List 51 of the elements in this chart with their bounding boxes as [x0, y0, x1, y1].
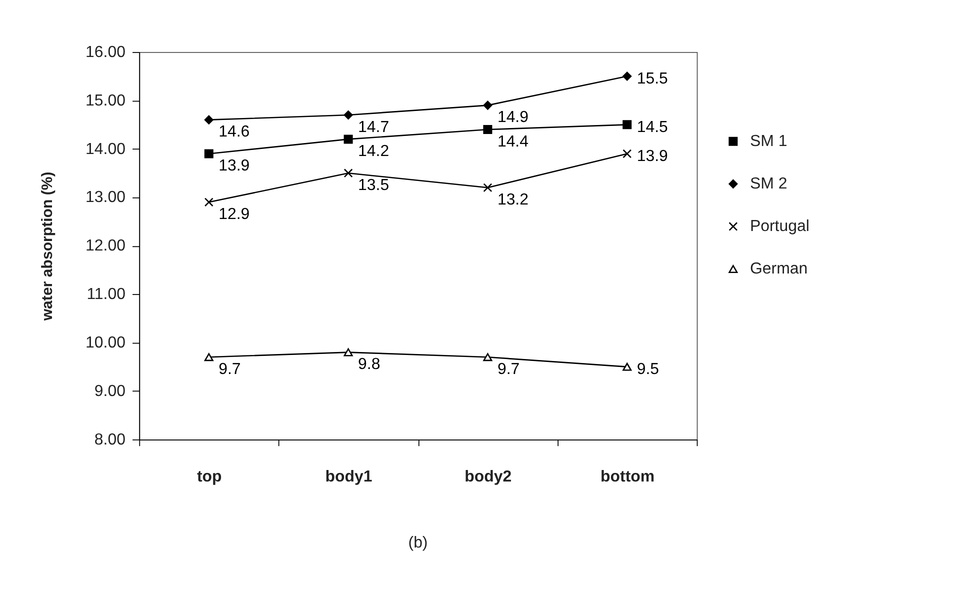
y-tick-label: 13.00 [86, 189, 126, 206]
data-label: 9.8 [358, 356, 380, 374]
data-label: 13.9 [636, 148, 668, 165]
data-label: 9.7 [497, 360, 520, 378]
point [344, 348, 353, 356]
y-tick-label: 10.00 [86, 334, 126, 352]
point [344, 110, 353, 120]
data-label: 13.5 [358, 176, 390, 194]
x-tick-label: top [196, 468, 222, 486]
text: (b) [408, 534, 428, 552]
point [622, 120, 632, 130]
y-tick-label: 9.00 [94, 382, 126, 400]
point [204, 149, 214, 158]
data-label: 14.5 [636, 118, 668, 136]
y-tick-label: 12.00 [86, 238, 126, 255]
point [344, 168, 353, 178]
point [483, 353, 492, 362]
y-tick-label: 16.00 [86, 44, 126, 61]
point [344, 134, 353, 144]
legend-label: Portugal [750, 218, 810, 235]
data-label: 14.2 [358, 143, 390, 160]
data-label: 14.7 [358, 118, 390, 136]
point [204, 353, 214, 362]
data-label: 15.5 [636, 70, 668, 88]
point [483, 183, 492, 192]
point [483, 125, 492, 134]
point [204, 115, 214, 124]
data-label: 14.9 [497, 109, 529, 126]
point [622, 362, 632, 371]
data-label: 14.6 [218, 124, 250, 141]
legend-label: SM 2 [750, 175, 788, 192]
data-label: 12.9 [218, 206, 250, 223]
y-tick-label: 11.00 [86, 286, 126, 304]
x-tick-label: body2 [464, 468, 512, 486]
y-axis-title: water absorption (%) [38, 172, 56, 322]
data-label: 9.7 [218, 360, 241, 378]
data-label: 13.9 [218, 158, 250, 175]
data-label: 13.2 [497, 191, 529, 208]
legend-label: German [750, 260, 808, 278]
y-tick-label: 8.00 [94, 431, 126, 448]
x-tick-label: body1 [325, 468, 372, 486]
point [483, 100, 492, 110]
legend-label: SM 1 [750, 132, 788, 150]
point [622, 72, 632, 81]
x-tick-label: bottom [600, 468, 655, 486]
y-tick-label: 15.00 [86, 92, 126, 110]
data-label: 9.5 [636, 360, 660, 378]
point [204, 198, 214, 207]
y-tick-label: 14.00 [86, 140, 126, 158]
point [622, 149, 632, 158]
data-label: 14.4 [497, 133, 529, 150]
